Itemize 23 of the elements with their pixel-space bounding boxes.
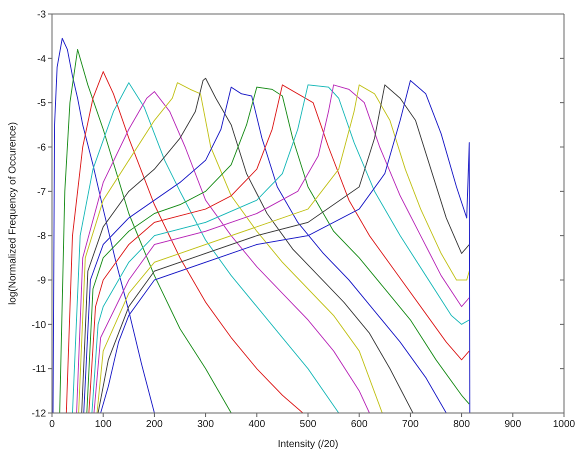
x-tick-label: 800 (453, 419, 470, 430)
y-tick-label: -10 (32, 320, 46, 331)
y-axis-title: log(Normalized Frequency of Occurence) (8, 122, 19, 305)
x-tick-label: 400 (248, 419, 266, 430)
y-tick-label: -9 (37, 276, 46, 287)
x-axis-title: Intensity (/20) (278, 439, 338, 450)
x-tick-label: 700 (402, 419, 420, 430)
x-tick-label: 900 (504, 419, 522, 430)
x-tick-label: 600 (350, 419, 368, 430)
y-tick-label: -11 (32, 364, 46, 376)
x-tick-label: 0 (49, 419, 56, 430)
y-tick-label: -7 (37, 186, 46, 198)
y-tick-label: -8 (37, 231, 46, 242)
x-tick-label: 300 (197, 419, 214, 430)
x-tick-label: 500 (300, 419, 317, 430)
x-tick-label: 200 (146, 419, 164, 430)
y-tick-label: -6 (37, 142, 46, 154)
x-tick-label: 1000 (552, 419, 576, 430)
y-tick-label: -5 (37, 98, 46, 110)
y-tick-label: -12 (32, 408, 46, 420)
y-tick-label: -3 (37, 10, 46, 21)
y-tick-label: -4 (37, 54, 46, 65)
x-tick-label: 100 (94, 419, 112, 430)
